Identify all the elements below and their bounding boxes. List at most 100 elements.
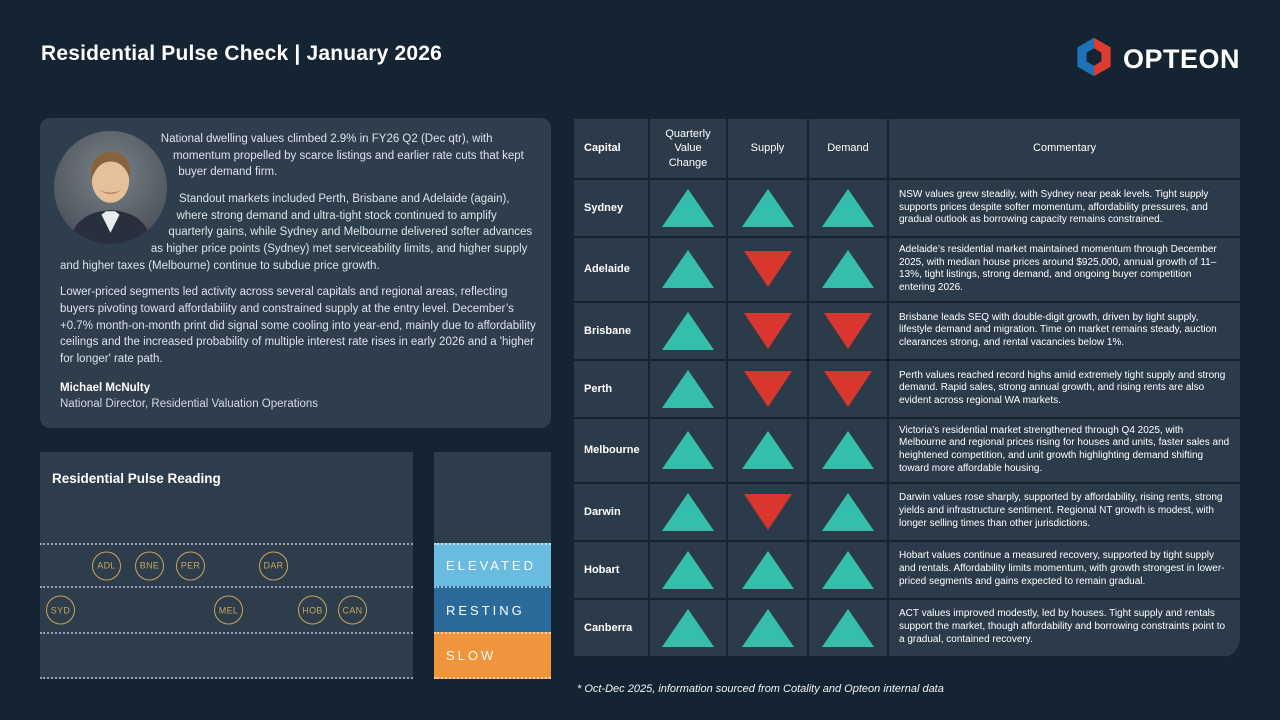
value-change-cell bbox=[648, 597, 728, 658]
pulse-reading-title: Residential Pulse Reading bbox=[52, 471, 221, 486]
up-triangle-icon bbox=[741, 608, 794, 647]
value-change-cell bbox=[648, 481, 728, 542]
opteon-hexagon-icon bbox=[1073, 36, 1115, 83]
pulse-band-labels: ELEVATED RESTING SLOW bbox=[434, 452, 551, 679]
up-triangle-icon bbox=[822, 250, 874, 289]
commentary-panel: National dwelling values climbed 2.9% in… bbox=[40, 118, 551, 428]
up-triangle-icon bbox=[741, 431, 794, 470]
commentary-paragraph-2: Standout markets included Perth, Brisban… bbox=[60, 193, 533, 272]
up-triangle-icon bbox=[662, 369, 714, 408]
up-triangle-icon bbox=[822, 492, 874, 531]
slow-band-row bbox=[40, 632, 413, 679]
demand-cell bbox=[807, 300, 889, 361]
author-role: National Director, Residential Valuation… bbox=[60, 398, 319, 411]
author-photo bbox=[54, 131, 167, 244]
value-change-cell bbox=[648, 236, 728, 303]
capital-cell: Brisbane bbox=[572, 300, 650, 361]
table-header-row: Capital Quarterly Value Change Supply De… bbox=[572, 117, 1240, 180]
author-name: Michael McNulty bbox=[60, 381, 151, 394]
commentary-cell: NSW values grew steadily, with Sydney ne… bbox=[887, 178, 1240, 238]
table-row: Hobart Hobart values continue a measured … bbox=[572, 539, 1240, 600]
commentary-cell: Adelaide’s residential market maintained… bbox=[887, 236, 1240, 303]
supply-cell bbox=[726, 416, 809, 484]
city-marker-hob: HOB bbox=[298, 595, 327, 625]
table-row: Sydney NSW values grew steadily, with Syd… bbox=[572, 178, 1240, 238]
supply-cell bbox=[726, 300, 809, 361]
demand-cell bbox=[807, 178, 889, 238]
up-triangle-icon bbox=[662, 492, 714, 531]
supply-cell bbox=[726, 236, 809, 303]
up-triangle-icon bbox=[741, 550, 794, 589]
pulse-table-body: Sydney NSW values grew steadily, with Syd… bbox=[572, 178, 1240, 658]
city-marker-dar: DAR bbox=[259, 551, 288, 580]
slow-band-label: SLOW bbox=[434, 632, 551, 679]
down-triangle-icon bbox=[824, 370, 872, 407]
table-row: Canberra ACT values improved modestly, le… bbox=[572, 597, 1240, 658]
city-marker-bne: BNE bbox=[135, 551, 164, 580]
header-supply: Supply bbox=[726, 117, 809, 180]
table-row: Perth Perth values reached record highs a… bbox=[572, 358, 1240, 419]
value-change-cell bbox=[648, 358, 728, 419]
up-triangle-icon bbox=[822, 550, 874, 589]
demand-cell bbox=[807, 481, 889, 542]
down-triangle-icon bbox=[743, 312, 792, 349]
capital-cell: Hobart bbox=[572, 539, 650, 600]
capital-cell: Melbourne bbox=[572, 416, 650, 484]
opteon-logo: OPTEON bbox=[1073, 36, 1240, 83]
resting-band-row: SYD MEL HOB CAN bbox=[40, 586, 413, 632]
supply-cell bbox=[726, 481, 809, 542]
commentary-cell: Perth values reached record highs amid e… bbox=[887, 358, 1240, 419]
up-triangle-icon bbox=[662, 550, 714, 589]
value-change-cell bbox=[648, 539, 728, 600]
up-triangle-icon bbox=[662, 189, 714, 227]
down-triangle-icon bbox=[743, 251, 792, 288]
up-triangle-icon bbox=[662, 250, 714, 289]
capital-cell: Darwin bbox=[572, 481, 650, 542]
source-footnote: * Oct-Dec 2025, information sourced from… bbox=[577, 683, 944, 695]
supply-cell bbox=[726, 597, 809, 658]
header-commentary: Commentary bbox=[887, 117, 1240, 180]
city-marker-mel: MEL bbox=[214, 595, 243, 625]
elevated-band-label: ELEVATED bbox=[434, 543, 551, 586]
demand-cell bbox=[807, 597, 889, 658]
supply-cell bbox=[726, 358, 809, 419]
value-change-cell bbox=[648, 178, 728, 238]
table-row: Melbourne Victoria’s residential market s… bbox=[572, 416, 1240, 484]
up-triangle-icon bbox=[822, 608, 874, 647]
up-triangle-icon bbox=[822, 431, 874, 470]
supply-cell bbox=[726, 178, 809, 238]
up-triangle-icon bbox=[662, 608, 714, 647]
capital-cell: Perth bbox=[572, 358, 650, 419]
table-row: Darwin Darwin values rose sharply, suppor… bbox=[572, 481, 1240, 542]
commentary-paragraph-3: Lower-priced segments led activity acros… bbox=[60, 286, 536, 366]
capital-cell: Sydney bbox=[572, 178, 650, 238]
page-title: Residential Pulse Check | January 2026 bbox=[41, 42, 443, 65]
demand-cell bbox=[807, 416, 889, 484]
value-change-cell bbox=[648, 416, 728, 484]
opteon-logo-text: OPTEON bbox=[1122, 44, 1240, 74]
elevated-band-row: ADL BNE PER DAR bbox=[40, 543, 413, 586]
supply-cell bbox=[726, 539, 809, 600]
commentary-cell: Darwin values rose sharply, supported by… bbox=[887, 481, 1240, 542]
down-triangle-icon bbox=[743, 370, 792, 407]
value-change-cell bbox=[648, 300, 728, 361]
city-marker-syd: SYD bbox=[46, 595, 75, 625]
table-row: Adelaide Adelaide’s residential market ma… bbox=[572, 236, 1240, 303]
up-triangle-icon bbox=[662, 431, 714, 470]
pulse-reading-chart: Residential Pulse Reading ADL BNE PER DAR S… bbox=[40, 452, 413, 679]
up-triangle-icon bbox=[662, 311, 714, 350]
commentary-cell: ACT values improved modestly, led by hou… bbox=[887, 597, 1240, 658]
down-triangle-icon bbox=[743, 493, 792, 530]
city-marker-per: PER bbox=[176, 551, 205, 580]
demand-cell bbox=[807, 236, 889, 303]
up-triangle-icon bbox=[822, 189, 874, 227]
capitals-table: Capital Quarterly Value Change Supply De… bbox=[572, 117, 1240, 658]
commentary-paragraph-1: National dwelling values climbed 2.9% in… bbox=[160, 133, 524, 179]
header-quarterly-value-change: Quarterly Value Change bbox=[648, 117, 728, 180]
header-demand: Demand bbox=[807, 117, 889, 180]
commentary-cell: Brisbane leads SEQ with double-digit gro… bbox=[887, 300, 1240, 361]
commentary-cell: Victoria’s residential market strengthen… bbox=[887, 416, 1240, 484]
capital-cell: Canberra bbox=[572, 597, 650, 658]
up-triangle-icon bbox=[741, 189, 794, 227]
